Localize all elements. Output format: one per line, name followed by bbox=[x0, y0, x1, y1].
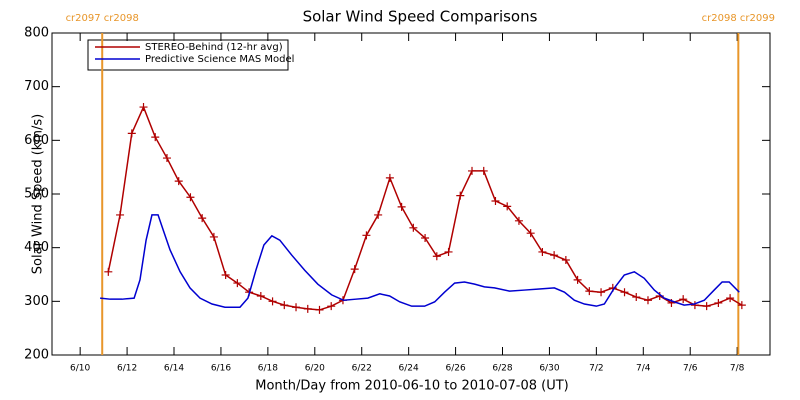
point-marker bbox=[292, 303, 301, 312]
point-marker bbox=[550, 251, 559, 260]
point-marker bbox=[397, 202, 406, 211]
point-marker bbox=[573, 275, 582, 284]
point-marker bbox=[514, 216, 523, 225]
point-marker bbox=[362, 231, 371, 240]
point-marker bbox=[374, 210, 383, 219]
x-tick-label: 6/30 bbox=[539, 364, 559, 374]
x-tick-label: 6/16 bbox=[211, 364, 231, 374]
x-tick-label: 7/4 bbox=[636, 364, 651, 374]
point-marker bbox=[256, 291, 265, 300]
point-marker bbox=[526, 229, 535, 238]
point-marker bbox=[233, 279, 242, 288]
x-tick-label: 6/14 bbox=[164, 364, 184, 374]
y-tick-label: 500 bbox=[24, 187, 49, 202]
x-tick-label: 6/20 bbox=[305, 364, 325, 374]
point-marker bbox=[561, 256, 570, 265]
point-marker bbox=[116, 210, 125, 219]
point-marker bbox=[198, 214, 207, 223]
series-line bbox=[107, 105, 743, 311]
point-marker bbox=[151, 133, 160, 142]
legend-label: Predictive Science MAS Model bbox=[145, 54, 294, 65]
x-tick-label: 7/8 bbox=[730, 364, 745, 374]
y-tick-label: 200 bbox=[24, 348, 49, 363]
x-tick-label: 6/12 bbox=[117, 364, 137, 374]
chart-title: Solar Wind Speed Comparisons bbox=[303, 8, 538, 26]
point-marker bbox=[385, 173, 394, 182]
y-tick-label: 600 bbox=[24, 133, 49, 148]
series-line bbox=[100, 214, 740, 308]
legend-label: STEREO-Behind (12-hr avg) bbox=[145, 42, 283, 53]
point-marker bbox=[585, 287, 594, 296]
legend-box bbox=[87, 39, 289, 71]
x-tick-label: 7/2 bbox=[589, 364, 603, 374]
x-tick-label: 7/6 bbox=[683, 364, 698, 374]
point-marker bbox=[503, 202, 512, 211]
point-marker bbox=[174, 177, 183, 186]
point-marker bbox=[209, 232, 218, 241]
x-tick-label: 6/28 bbox=[492, 364, 512, 374]
point-marker bbox=[350, 265, 359, 274]
point-marker bbox=[268, 297, 277, 306]
y-tick-label: 400 bbox=[24, 240, 49, 255]
point-marker bbox=[303, 304, 312, 313]
carrington-label: cr2097 cr2098 bbox=[66, 13, 139, 24]
point-marker bbox=[632, 293, 641, 302]
x-tick-label: 6/10 bbox=[70, 364, 90, 374]
point-marker bbox=[444, 247, 453, 256]
point-marker bbox=[702, 302, 711, 311]
point-marker bbox=[491, 196, 500, 205]
point-marker bbox=[221, 271, 230, 280]
point-marker bbox=[597, 288, 606, 297]
point-marker bbox=[714, 298, 723, 307]
carrington-label: cr2098 cr2099 bbox=[702, 13, 775, 24]
point-marker bbox=[104, 267, 113, 276]
point-marker bbox=[280, 301, 289, 310]
x-tick-label: 6/22 bbox=[352, 364, 372, 374]
x-tick-label: 6/26 bbox=[445, 364, 465, 374]
point-marker bbox=[679, 295, 688, 304]
point-marker bbox=[315, 305, 324, 314]
y-tick-label: 300 bbox=[24, 294, 49, 309]
point-marker bbox=[620, 288, 629, 297]
point-marker bbox=[538, 247, 547, 256]
point-marker bbox=[139, 103, 148, 112]
y-tick-label: 700 bbox=[24, 79, 49, 94]
x-tick-label: 6/24 bbox=[399, 364, 419, 374]
point-marker bbox=[186, 193, 195, 202]
point-marker bbox=[479, 166, 488, 175]
point-marker bbox=[127, 129, 136, 138]
point-marker bbox=[737, 301, 746, 310]
point-marker bbox=[643, 296, 652, 305]
point-marker bbox=[327, 302, 336, 311]
x-tick-label: 6/18 bbox=[258, 364, 278, 374]
x-axis-label: Month/Day from 2010-06-10 to 2010-07-08 … bbox=[255, 379, 568, 394]
y-tick-label: 800 bbox=[24, 26, 49, 41]
point-marker bbox=[456, 191, 465, 200]
point-marker bbox=[409, 223, 418, 232]
point-marker bbox=[162, 154, 171, 163]
point-marker bbox=[690, 301, 699, 310]
point-marker bbox=[726, 294, 735, 303]
point-marker bbox=[432, 252, 441, 261]
point-marker bbox=[421, 234, 430, 243]
point-marker bbox=[468, 166, 477, 175]
y-axis-label: Solar Wind Speed (km/s) bbox=[31, 114, 46, 274]
